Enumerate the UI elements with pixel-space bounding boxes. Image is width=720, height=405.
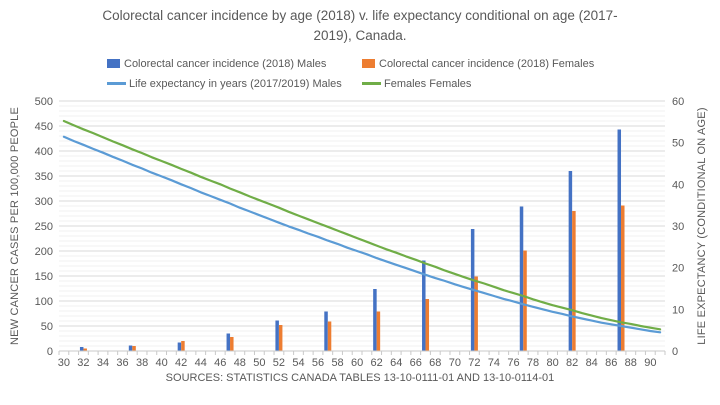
chart-title-line1: Colorectal cancer incidence by age (2018… (102, 8, 618, 23)
x-axis-tick-label: 56 (312, 357, 324, 369)
bar-females (474, 276, 478, 351)
right-axis-tick-label: 40 (672, 179, 684, 191)
right-axis-tick-label: 30 (672, 221, 684, 233)
right-axis-tick-label: 10 (672, 304, 684, 316)
legend-swatch-bar-females-icon (362, 59, 375, 68)
x-axis-tick-label: 64 (390, 357, 402, 369)
bar-females (621, 205, 625, 351)
right-axis-tick-label: 0 (672, 346, 678, 358)
legend-swatch-line-males-icon (107, 82, 126, 85)
bars (79, 129, 625, 351)
legend-label: Colorectal cancer incidence (2018) Males (124, 57, 327, 70)
bar-males (617, 129, 622, 351)
bar-males (79, 347, 84, 351)
bar-females (376, 311, 381, 351)
bar-males (373, 289, 377, 351)
bar-females (278, 325, 283, 351)
x-axis-tick-label: 46 (214, 357, 226, 369)
legend-label: Life expectancy in years (2017/2019) Mal… (129, 77, 342, 90)
x-axis-tick-label: 66 (410, 357, 422, 369)
x-axis-tick-label: 90 (644, 357, 656, 369)
line-life-expectancy-males (62, 135, 662, 334)
legend-swatch-line-females-icon (362, 82, 381, 85)
x-axis-tick-label: 50 (253, 357, 265, 369)
x-axis-tick-label: 48 (234, 357, 246, 369)
x-axis-tick-label: 30 (58, 357, 70, 369)
bar-males (177, 342, 182, 351)
right-axis-tick-label: 50 (672, 138, 684, 150)
x-axis-tick-label: 60 (351, 357, 363, 369)
bar-females (425, 299, 430, 351)
bar-males (226, 333, 231, 351)
bar-females (327, 321, 332, 351)
bar-females (83, 348, 87, 351)
line-life-expectancy-females (62, 119, 662, 331)
left-axis-tick-label: 400 (35, 146, 53, 158)
legend-label: Colorectal cancer incidence (2018) Femal… (379, 57, 595, 70)
gridlines (59, 100, 665, 347)
x-axis-tick-label: 72 (468, 357, 480, 369)
bar-males (128, 345, 133, 351)
bar-females (181, 341, 185, 351)
bar-males (422, 260, 426, 351)
chart-title: Colorectal cancer incidence by age (2018… (60, 6, 660, 46)
left-axis-tick-label: 100 (35, 296, 53, 308)
x-axis-tick-label: 54 (292, 357, 304, 369)
bar-females (230, 337, 234, 351)
x-axis-tick-label: 74 (488, 357, 500, 369)
bar-males (324, 311, 328, 351)
x-axis-tick-label: 32 (77, 357, 89, 369)
left-axis-tick-label: 350 (35, 171, 53, 183)
left-axis-tick-label: 50 (41, 321, 53, 333)
x-axis-tick-label: 58 (331, 357, 343, 369)
x-axis-tick-label: 52 (273, 357, 285, 369)
x-axis-tick-label: 34 (97, 357, 109, 369)
left-axis-tick-label: 200 (35, 246, 53, 258)
right-axis-tick-label: 60 (672, 96, 684, 108)
x-axis-tick-label: 88 (625, 357, 637, 369)
bar-females (572, 211, 576, 351)
source-note: SOURCES: STATISTICS CANADA TABLES 13-10-… (165, 372, 555, 384)
x-axis-tick-label: 78 (527, 357, 539, 369)
x-axis-tick-label: 70 (449, 357, 461, 369)
bar-females (523, 250, 527, 351)
axis-tick-labels: 0 50 100 150 200 250 300 350 400 450 500 0 10 20 30 40 5… (35, 96, 685, 369)
x-axis-tick-label: 84 (586, 357, 598, 369)
x-axis-tick-label: 68 (429, 357, 441, 369)
bar-females (132, 346, 136, 351)
legend-swatch-bar-males-icon (107, 59, 120, 68)
left-axis-tick-label: 250 (35, 221, 53, 233)
bar-males (568, 171, 573, 351)
legend-item-incidence-females: Colorectal cancer incidence (2018) Femal… (362, 57, 594, 70)
x-axis-tick-label: 36 (116, 357, 128, 369)
left-axis-tick-label: 300 (35, 196, 53, 208)
axis-ticks (58, 350, 666, 355)
x-axis-tick-label: 80 (546, 357, 558, 369)
x-axis-tick-label: 82 (566, 357, 578, 369)
x-axis-tick-label: 40 (156, 357, 168, 369)
bar-males (275, 320, 279, 351)
x-axis-tick-label: 86 (605, 357, 617, 369)
legend-item-incidence-males: Colorectal cancer incidence (2018) Males (107, 57, 326, 70)
x-axis-tick-label: 76 (507, 357, 519, 369)
x-axis-tick-label: 42 (175, 357, 187, 369)
legend-label: Females Females (384, 77, 472, 90)
bar-males (519, 206, 524, 351)
x-axis-tick-label: 38 (136, 357, 148, 369)
left-axis-tick-label: 500 (35, 96, 53, 108)
left-axis-tick-label: 450 (35, 121, 53, 133)
legend-item-life-expectancy-females: Females Females (362, 77, 471, 90)
lines (62, 119, 662, 334)
x-axis-tick-label: 62 (371, 357, 383, 369)
chart-title-line2: 2019), Canada. (313, 28, 407, 43)
x-axis-tick-label: 44 (195, 357, 207, 369)
right-axis-tick-label: 20 (672, 263, 684, 275)
left-axis-tick-label: 0 (47, 346, 53, 358)
left-axis-tick-label: 150 (35, 271, 53, 283)
legend-item-life-expectancy-males: Life expectancy in years (2017/2019) Mal… (107, 77, 342, 90)
